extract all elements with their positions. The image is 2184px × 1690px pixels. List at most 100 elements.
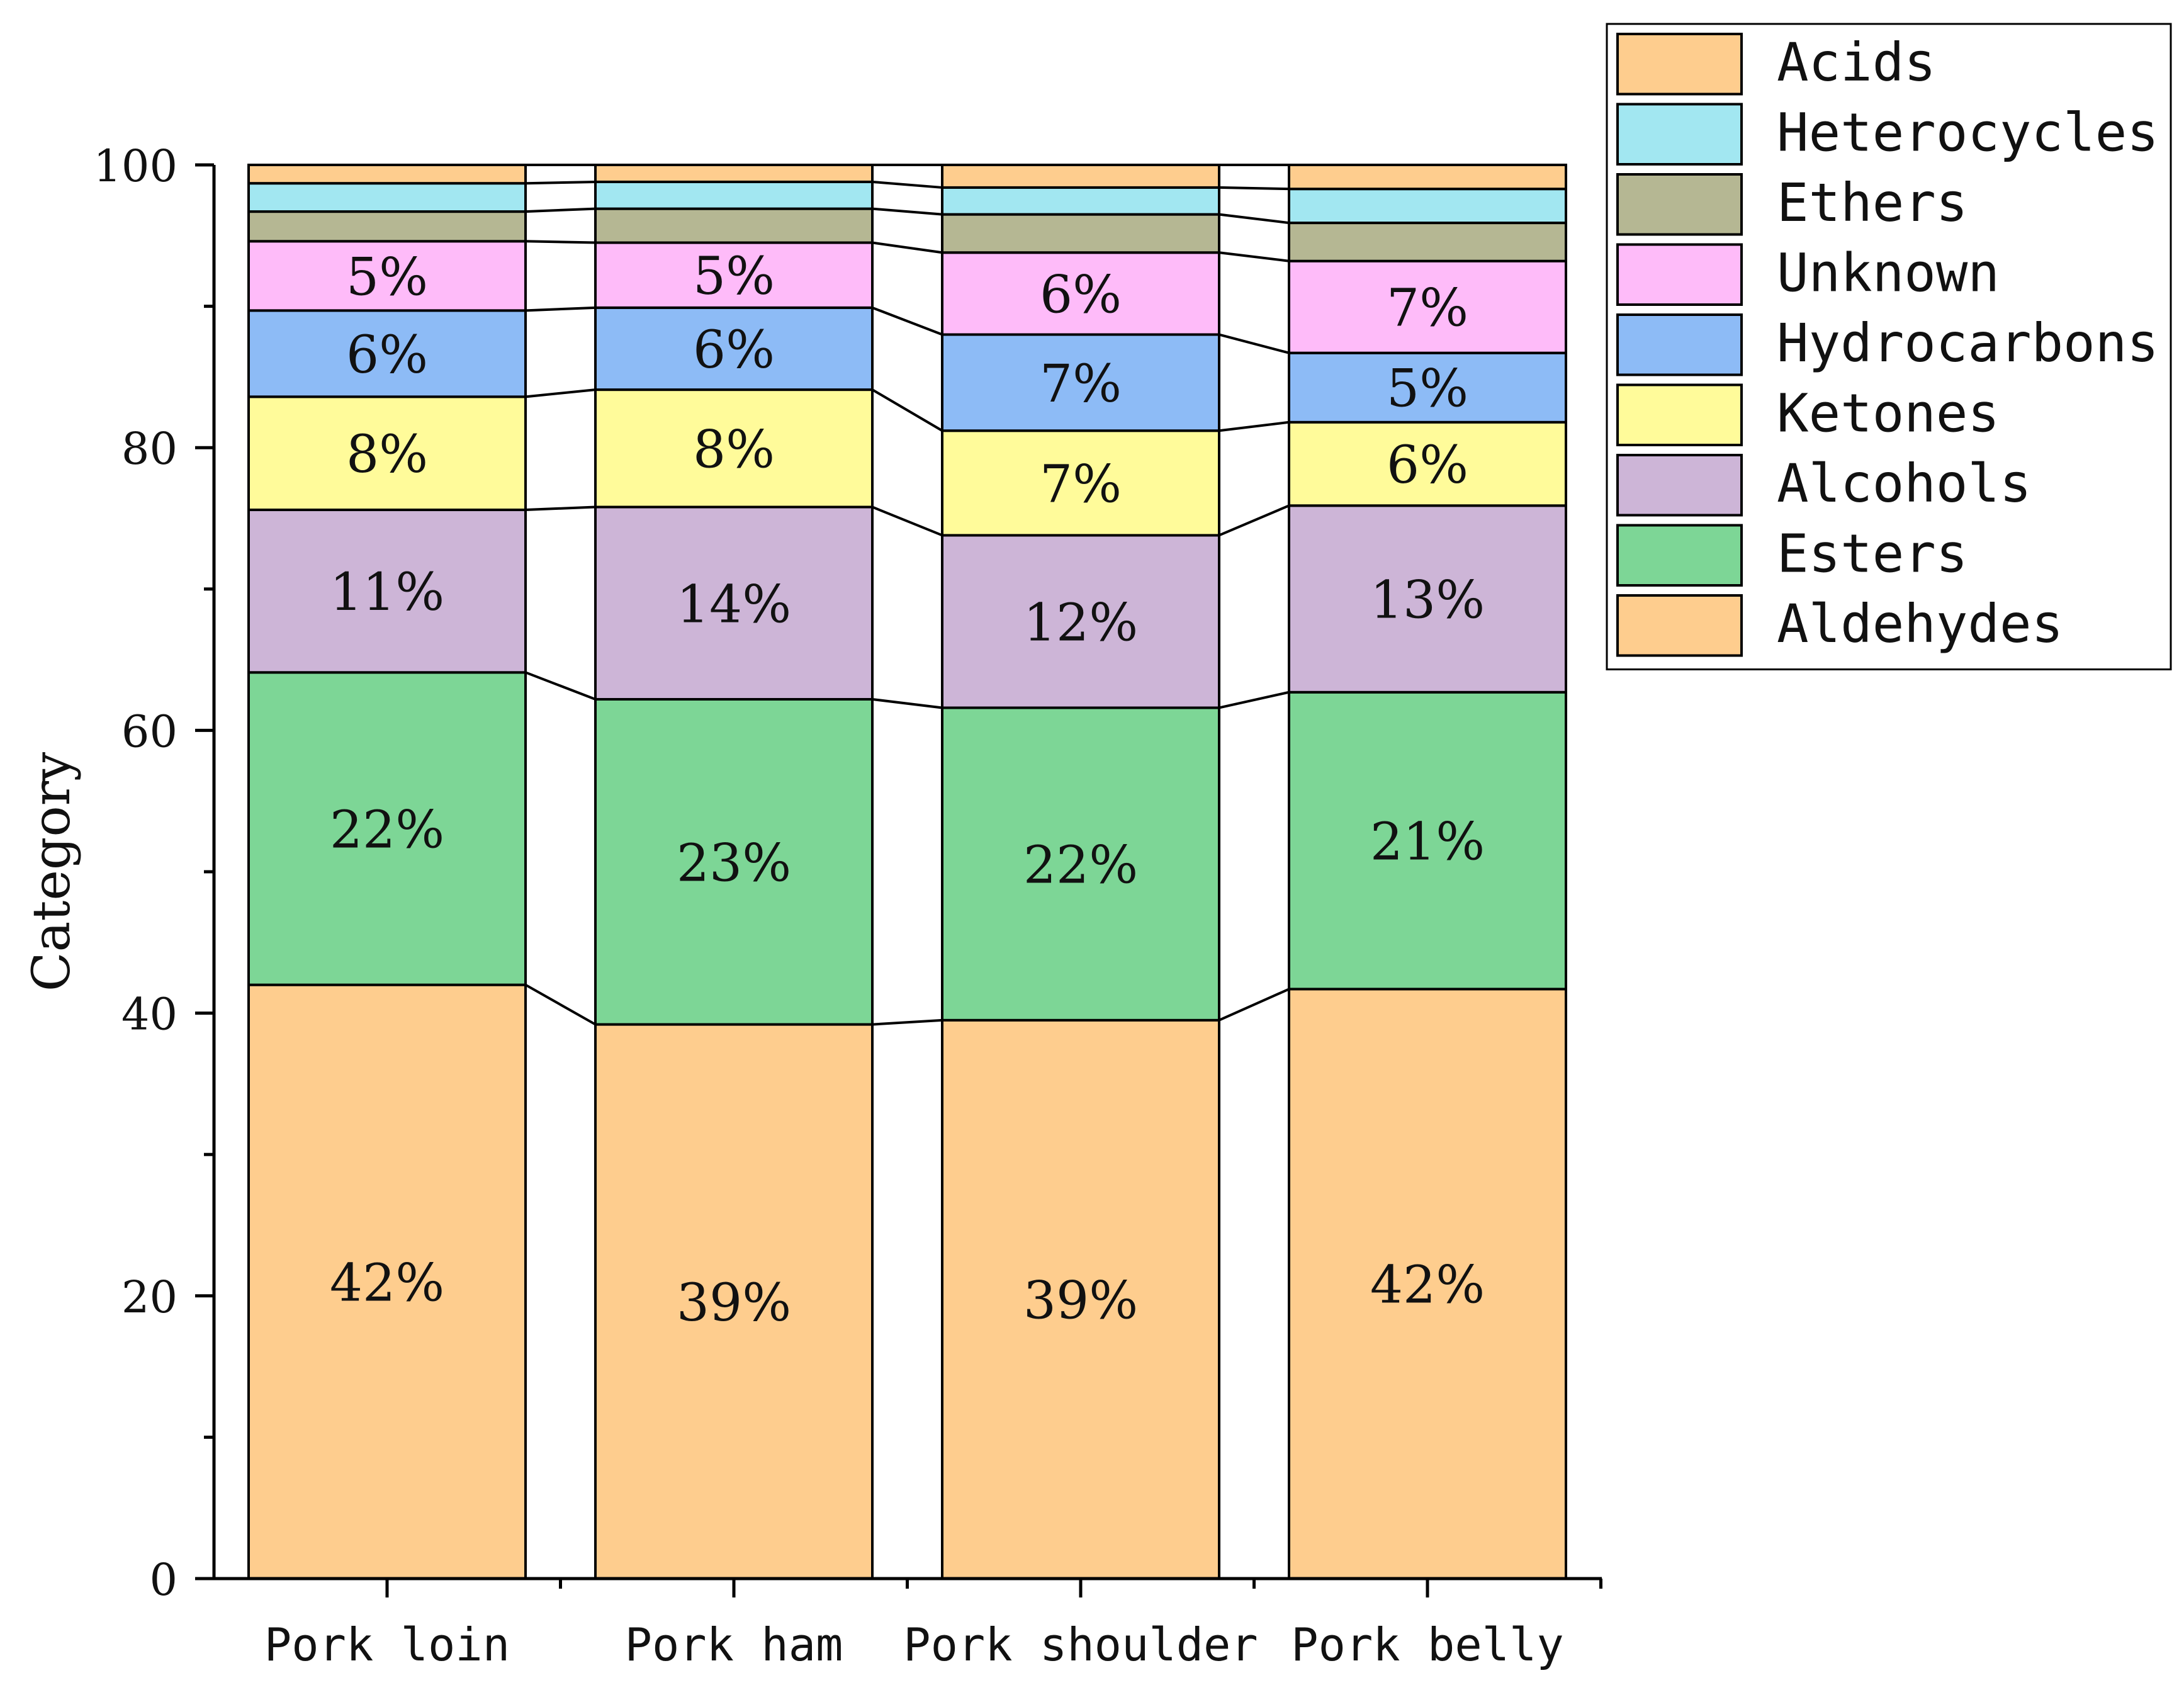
bar-hydrocarbons-pork-belly [1288, 351, 1567, 424]
legend-swatch-hydrocarbons [1616, 313, 1743, 376]
axes-group: 0 20 40 60 80 100 Category Pork loin Pork ham Por… [22, 140, 1602, 1671]
connector-ethers-1 [525, 207, 596, 213]
connector-aldehydes-1 [525, 983, 596, 1026]
bar-heterocycles-pork-belly [1288, 188, 1567, 225]
data-label-esters-pork-shoulder: 22% [1023, 836, 1138, 896]
data-label-aldehydes-pork-belly: 42% [1370, 1256, 1485, 1315]
bar-heterocycles-pork-shoulder [941, 186, 1220, 216]
bar-ethers-pork-shoulder [941, 213, 1220, 254]
connector-esters-2 [872, 698, 943, 709]
data-label-hydrocarbons-pork-loin: 6% [346, 325, 428, 385]
legend-label-alcohols: Alcohols [1777, 453, 2032, 514]
bar-alcohols-pork-loin [247, 509, 527, 674]
data-label-alcohols-pork-shoulder: 12% [1023, 593, 1138, 653]
y-tick-label-20: 20 [121, 1271, 177, 1323]
y-tick-label-40: 40 [121, 989, 177, 1040]
data-label-aldehydes-pork-loin: 42% [330, 1253, 444, 1313]
bar-acids-pork-belly [1288, 164, 1567, 191]
legend-label-heterocycles: Heterocycles [1777, 102, 2159, 164]
data-label-alcohols-pork-loin: 11% [330, 563, 444, 622]
connector-hydrocarbons-1 [525, 306, 596, 312]
data-label-ketones-pork-loin: 8% [346, 425, 428, 485]
bar-heterocycles-pork-ham [594, 180, 874, 210]
y-axis-title: Category [22, 752, 82, 991]
connector-aldehydes-2 [872, 1018, 943, 1026]
legend-swatch-unknown [1616, 243, 1743, 306]
x-tick-label-pork-belly: Pork belly [1291, 1618, 1563, 1671]
bar-esters-pork-shoulder [941, 706, 1220, 1022]
y-tick-label-100: 100 [93, 140, 177, 192]
data-label-unknown-pork-shoulder: 6% [1040, 265, 1122, 325]
connector-ethers-3 [1219, 213, 1290, 225]
bar-hydrocarbons-pork-shoulder [941, 333, 1220, 432]
bar-hydrocarbons-pork-ham [594, 306, 874, 392]
bar-hydrocarbons-pork-loin [247, 309, 527, 398]
legend-swatch-ketones [1616, 383, 1743, 446]
bar-ethers-pork-ham [594, 207, 874, 244]
bar-acids-pork-loin [247, 164, 527, 185]
data-label-hydrocarbons-pork-belly: 5% [1387, 359, 1468, 419]
bars-group [247, 164, 1567, 1580]
bar-acids-pork-shoulder [941, 164, 1220, 189]
x-tick-label-pork-ham: Pork ham [625, 1618, 843, 1671]
bar-unknown-pork-belly [1288, 259, 1567, 354]
data-label-hydrocarbons-pork-shoulder: 7% [1040, 354, 1122, 414]
bar-ethers-pork-belly [1288, 222, 1567, 262]
connector-hydrocarbons-2 [872, 306, 943, 336]
bar-alcohols-pork-ham [594, 505, 874, 701]
data-label-esters-pork-loin: 22% [330, 800, 444, 860]
data-label-alcohols-pork-ham: 14% [677, 575, 791, 634]
connector-unknown-2 [872, 241, 943, 254]
connector-alcohols-1 [525, 505, 596, 512]
legend-swatch-alcohols [1616, 454, 1743, 517]
bar-ketones-pork-loin [247, 395, 527, 512]
bar-ethers-pork-loin [247, 210, 527, 243]
legend-swatch-ethers [1616, 173, 1743, 236]
data-label-hydrocarbons-pork-ham: 6% [693, 320, 775, 380]
bar-acids-pork-ham [594, 164, 874, 183]
y-tick-label-0: 0 [149, 1554, 177, 1606]
data-label-unknown-pork-belly: 7% [1387, 279, 1468, 339]
y-tick-label-60: 60 [121, 706, 177, 757]
bar-aldehydes-pork-belly [1288, 988, 1567, 1580]
data-label-aldehydes-pork-ham: 39% [677, 1273, 791, 1333]
data-label-esters-pork-ham: 23% [677, 833, 791, 893]
connector-ketones-3 [1219, 420, 1290, 432]
bar-esters-pork-ham [594, 697, 874, 1026]
connector-esters-1 [525, 671, 596, 701]
data-label-ketones-pork-ham: 8% [693, 420, 775, 480]
data-label-unknown-pork-loin: 5% [346, 247, 428, 307]
y-tick-label-80: 80 [121, 423, 177, 475]
legend-label-unknown: Unknown [1777, 242, 2000, 304]
bar-aldehydes-pork-loin [247, 983, 527, 1580]
bar-aldehydes-pork-ham [594, 1023, 874, 1580]
connector-aldehydes-3 [1219, 988, 1290, 1022]
connector-alcohols-3 [1219, 504, 1290, 537]
legend-swatch-aldehydes [1616, 594, 1743, 657]
legend-label-ketones: Ketones [1777, 383, 2000, 444]
x-tick-label-pork-loin: Pork loin [264, 1618, 510, 1671]
connector-ketones-2 [871, 388, 943, 432]
legend-label-ethers: Ethers [1777, 172, 1967, 234]
connector-hydrocarbons-3 [1219, 333, 1290, 354]
bar-alcohols-pork-belly [1288, 504, 1567, 694]
bar-unknown-pork-loin [247, 240, 527, 312]
legend-swatch-heterocycles [1616, 103, 1743, 166]
legend-label-aldehydes: Aldehydes [1777, 593, 2063, 655]
bar-ketones-pork-belly [1288, 420, 1567, 507]
legend-swatch-acids [1616, 33, 1743, 96]
bar-unknown-pork-shoulder [941, 251, 1220, 336]
data-label-alcohols-pork-belly: 13% [1370, 571, 1485, 631]
legend-label-hydrocarbons: Hydrocarbons [1777, 312, 2159, 374]
data-labels-group: 42% 39% 39% 42% 22% 23% 22% 21% 11% 14% 12% 13% 8% 8%… [330, 247, 1485, 1333]
connector-ketones-1 [525, 388, 596, 398]
legend-label-acids: Acids [1777, 31, 1936, 93]
x-tick-label-pork-shoulder: Pork shoulder [903, 1618, 1258, 1671]
data-label-esters-pork-belly: 21% [1370, 813, 1485, 872]
data-label-ketones-pork-shoulder: 7% [1040, 454, 1122, 514]
data-label-unknown-pork-ham: 5% [693, 247, 775, 307]
bar-esters-pork-loin [247, 671, 527, 986]
bar-ketones-pork-shoulder [941, 429, 1220, 537]
